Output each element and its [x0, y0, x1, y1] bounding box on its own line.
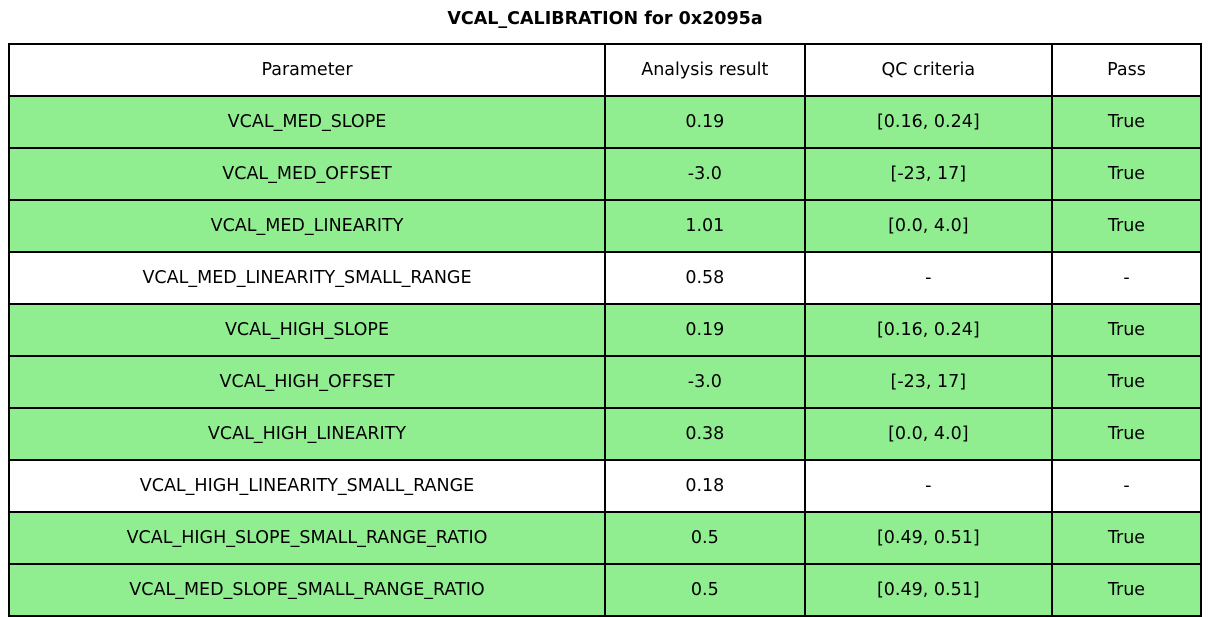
cell-pass: True	[1050, 147, 1203, 201]
header-row: Parameter Analysis result QC criteria Pa…	[8, 43, 1203, 97]
cell-analysis-result: 0.19	[604, 303, 806, 357]
cell-parameter: VCAL_MED_LINEARITY_SMALL_RANGE	[8, 251, 606, 305]
table-row: VCAL_HIGH_LINEARITY_SMALL_RANGE 0.18- -	[8, 459, 1203, 513]
table-body: VCAL_MED_SLOPE 0.19 [0.16, 0.24] True VCAL_M…	[8, 95, 1203, 617]
cell-pass: True	[1050, 563, 1203, 617]
table-row: VCAL_MED_SLOPE_SMALL_RANGE_RATIO 0.5 [0.49…	[8, 563, 1203, 617]
cell-analysis-result: 0.38	[604, 407, 806, 461]
cell-pass: True	[1050, 407, 1203, 461]
cell-pass: True	[1050, 199, 1203, 253]
qc-results-table: Parameter Analysis result QC criteria Pa…	[8, 43, 1203, 617]
table-row: VCAL_HIGH_OFFSET -3.0 [-23, 17] True	[8, 355, 1203, 409]
cell-parameter: VCAL_MED_SLOPE_SMALL_RANGE_RATIO	[8, 563, 606, 617]
table-row: VCAL_HIGH_SLOPE_SMALL_RANGE_RATIO 0.5 [0.4…	[8, 511, 1203, 565]
cell-parameter: VCAL_HIGH_OFFSET	[8, 355, 606, 409]
cell-analysis-result: 0.18	[604, 459, 806, 513]
cell-qc-criteria: -	[803, 459, 1053, 513]
cell-pass: True	[1050, 303, 1203, 357]
cell-analysis-result: 0.58	[604, 251, 806, 305]
cell-qc-criteria: [0.49, 0.51]	[803, 511, 1053, 565]
column-header-pass: Pass	[1050, 43, 1203, 97]
table-row: VCAL_MED_SLOPE 0.19 [0.16, 0.24] True	[8, 95, 1203, 149]
qc-report-page: VCAL_CALIBRATION for 0x2095a Parameter A…	[8, 9, 1203, 617]
cell-parameter: VCAL_HIGH_SLOPE	[8, 303, 606, 357]
cell-analysis-result: -3.0	[604, 355, 806, 409]
cell-pass: -	[1050, 459, 1203, 513]
table-row: VCAL_HIGH_SLOPE 0.19 [0.16, 0.24] True	[8, 303, 1203, 357]
cell-qc-criteria: [0.16, 0.24]	[803, 303, 1053, 357]
column-header-qc-criteria: QC criteria	[803, 43, 1053, 97]
table-row: VCAL_MED_LINEARITY_SMALL_RANGE 0.58- -	[8, 251, 1203, 305]
cell-qc-criteria: [0.0, 4.0]	[803, 407, 1053, 461]
cell-pass: True	[1050, 355, 1203, 409]
table-row: VCAL_MED_OFFSET -3.0 [-23, 17] True	[8, 147, 1203, 201]
cell-qc-criteria: [0.16, 0.24]	[803, 95, 1053, 149]
column-header-analysis-result: Analysis result	[604, 43, 806, 97]
cell-analysis-result: 0.5	[604, 563, 806, 617]
table-row: VCAL_HIGH_LINEARITY 0.38 [0.0, 4.0] True	[8, 407, 1203, 461]
cell-parameter: VCAL_HIGH_SLOPE_SMALL_RANGE_RATIO	[8, 511, 606, 565]
page-title: VCAL_CALIBRATION for 0x2095a	[447, 9, 763, 29]
cell-parameter: VCAL_MED_LINEARITY	[8, 199, 606, 253]
cell-analysis-result: 1.01	[604, 199, 806, 253]
cell-analysis-result: 0.19	[604, 95, 806, 149]
cell-qc-criteria: [-23, 17]	[803, 355, 1053, 409]
cell-parameter: VCAL_MED_SLOPE	[8, 95, 606, 149]
column-header-parameter: Parameter	[8, 43, 606, 97]
cell-qc-criteria: [0.49, 0.51]	[803, 563, 1053, 617]
cell-pass: True	[1050, 95, 1203, 149]
table-row: VCAL_MED_LINEARITY 1.01 [0.0, 4.0] True	[8, 199, 1203, 253]
cell-qc-criteria: [0.0, 4.0]	[803, 199, 1053, 253]
cell-parameter: VCAL_HIGH_LINEARITY_SMALL_RANGE	[8, 459, 606, 513]
cell-qc-criteria: [-23, 17]	[803, 147, 1053, 201]
cell-analysis-result: 0.5	[604, 511, 806, 565]
cell-pass: True	[1050, 511, 1203, 565]
cell-pass: -	[1050, 251, 1203, 305]
cell-parameter: VCAL_MED_OFFSET	[8, 147, 606, 201]
cell-qc-criteria: -	[803, 251, 1053, 305]
cell-analysis-result: -3.0	[604, 147, 806, 201]
cell-parameter: VCAL_HIGH_LINEARITY	[8, 407, 606, 461]
